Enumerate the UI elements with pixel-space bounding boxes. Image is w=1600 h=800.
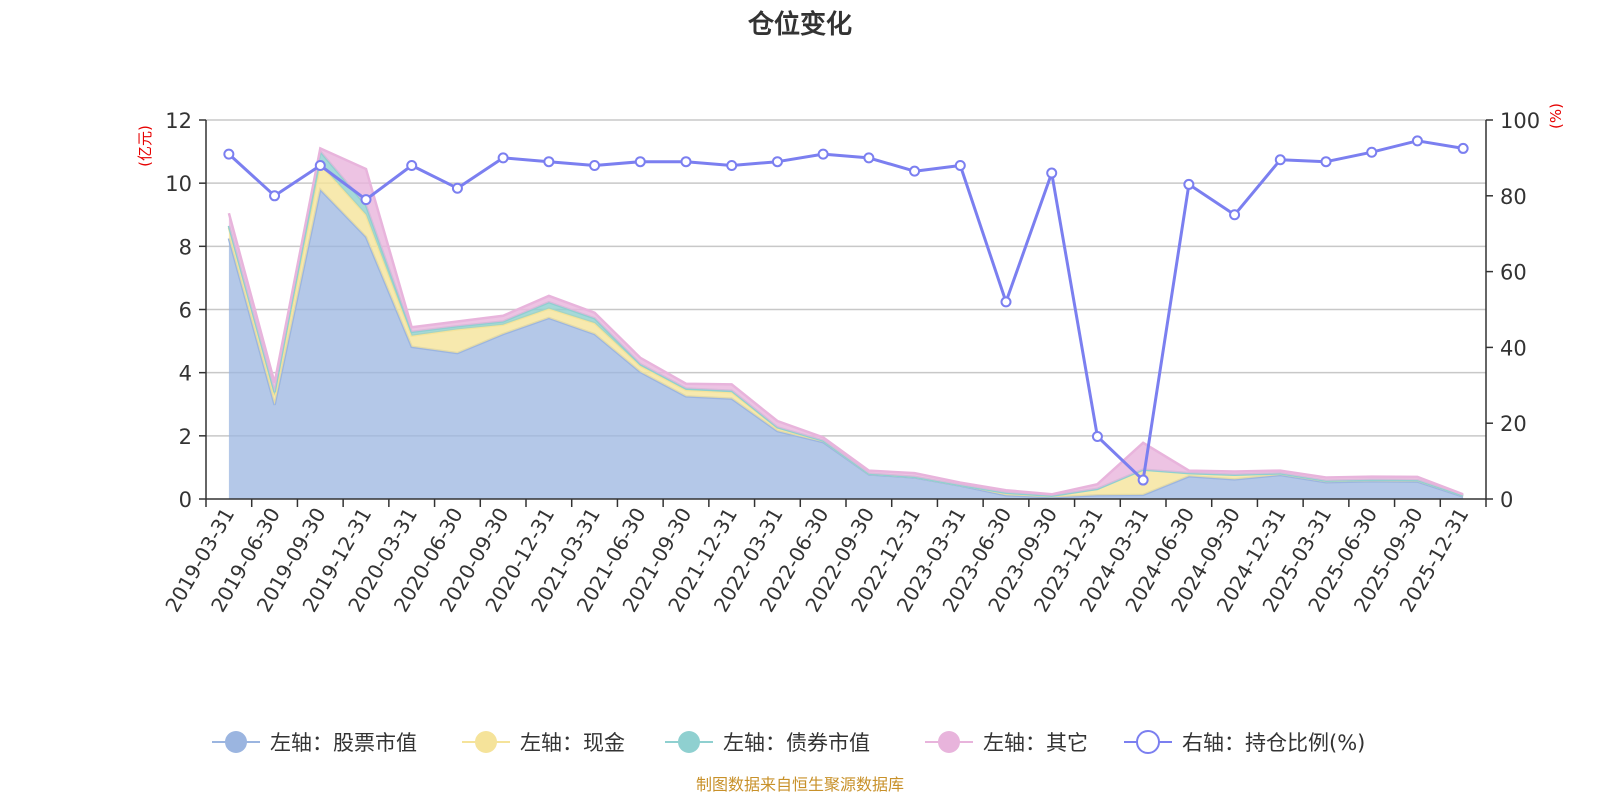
position-ratio-series	[223, 135, 1469, 486]
right-tick-label-1: 20	[1500, 412, 1527, 436]
area-series-0	[228, 189, 1464, 499]
left-tick-label-4: 8	[179, 235, 192, 259]
left-tick-label-5: 10	[165, 172, 192, 196]
legend: 左轴：股票市值 左轴：现金 左轴：债券市值 左轴：其它 右轴：持仓比例(%)	[212, 730, 1365, 755]
legend-marker-2	[678, 731, 700, 753]
ratio-point-16	[954, 159, 966, 171]
ratio-point-18	[1046, 167, 1058, 179]
ratio-point-20	[1137, 474, 1149, 486]
ratio-point-23	[1274, 154, 1286, 166]
ratio-point-11	[726, 159, 738, 171]
ratio-point-15	[909, 165, 921, 177]
left-axis-unit: (亿元)	[136, 125, 154, 167]
area-series-3	[228, 148, 1464, 496]
left-tick-label-3: 6	[179, 299, 192, 323]
ratio-point-9	[634, 156, 646, 168]
ratio-point-21	[1183, 178, 1195, 190]
legend-marker-0	[225, 731, 247, 753]
ratio-point-7	[543, 156, 555, 168]
ratio-point-25	[1366, 146, 1378, 158]
legend-label-1: 左轴：现金	[520, 731, 625, 755]
left-tick-label-0: 0	[179, 488, 192, 512]
legend-label-0: 左轴：股票市值	[270, 731, 417, 755]
area-line-3	[227, 146, 1464, 496]
right-tick-label-0: 0	[1500, 488, 1513, 512]
right-tick-label-2: 40	[1500, 336, 1527, 360]
left-tick-label-2: 4	[179, 362, 192, 386]
right-tick-label-5: 100	[1500, 109, 1540, 133]
left-tick-label-6: 12	[165, 109, 192, 133]
data-source-note: 制图数据来自恒生聚源数据库	[696, 775, 904, 794]
ratio-point-27	[1457, 142, 1469, 154]
ratio-point-3	[360, 194, 372, 206]
ratio-point-14	[863, 152, 875, 164]
left-tick-label-1: 2	[179, 425, 192, 449]
ratio-line	[227, 139, 1464, 482]
ratio-point-10	[680, 156, 692, 168]
ratio-point-13	[817, 148, 829, 160]
ratio-point-17	[1000, 296, 1012, 308]
ratio-point-5	[451, 182, 463, 194]
chart-title: 仓位变化	[747, 9, 852, 40]
right-tick-label-3: 60	[1500, 261, 1527, 285]
legend-marker-1	[475, 731, 497, 753]
right-tick-label-4: 80	[1500, 185, 1527, 209]
ratio-point-1	[269, 190, 281, 202]
legend-label-3: 左轴：其它	[983, 731, 1088, 755]
ratio-point-22	[1229, 209, 1241, 221]
ratio-point-26	[1411, 135, 1423, 147]
area-series-1	[228, 164, 1464, 498]
ratio-point-6	[497, 152, 509, 164]
ratio-point-2	[314, 159, 326, 171]
legend-label-2: 左轴：债券市值	[723, 731, 870, 755]
legend-label-4: 右轴：持仓比例(%)	[1182, 731, 1365, 755]
legend-marker-4	[1136, 730, 1160, 754]
legend-marker-3	[938, 731, 960, 753]
ratio-point-4	[406, 159, 418, 171]
ratio-point-12	[771, 156, 783, 168]
ratio-point-0	[223, 148, 235, 160]
stacked-areas	[227, 146, 1464, 499]
ratio-point-8	[589, 159, 601, 171]
ratio-point-24	[1320, 156, 1332, 168]
right-axis-unit: (%)	[1547, 103, 1565, 129]
ratio-point-19	[1091, 430, 1103, 442]
